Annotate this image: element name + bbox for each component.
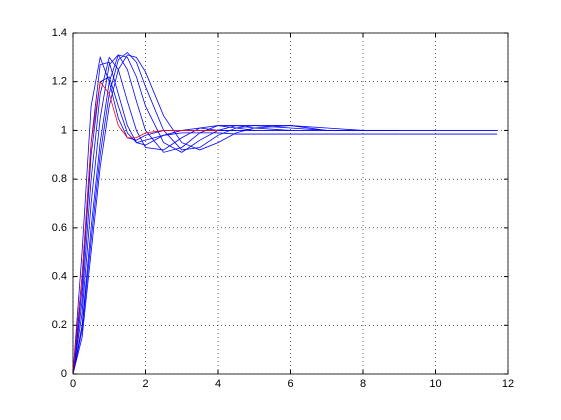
axes-box (72, 32, 509, 375)
y-tick-label: 1 (61, 124, 67, 136)
line (72, 76, 498, 375)
line (72, 54, 327, 375)
y-tick-label: 0 (61, 368, 67, 380)
y-tick-label: 1.4 (52, 27, 67, 39)
x-tick-label: 12 (502, 378, 514, 390)
line (72, 56, 291, 375)
line (72, 54, 498, 375)
y-tick-label: 0.8 (52, 173, 67, 185)
plot-area (73, 33, 508, 374)
x-tick-label: 10 (429, 378, 441, 390)
y-tick-label: 0.2 (52, 319, 67, 331)
x-tick-label: 2 (142, 378, 148, 390)
x-tick-label: 6 (287, 378, 293, 390)
y-tick-label: 1.2 (52, 76, 67, 88)
x-tick-label: 0 (70, 378, 76, 390)
x-tick-label: 4 (215, 378, 221, 390)
y-tick-label: 0.6 (52, 222, 67, 234)
y-tick-label: 0.4 (52, 270, 67, 282)
line (72, 54, 363, 375)
x-tick-label: 8 (360, 378, 366, 390)
line (72, 80, 218, 375)
